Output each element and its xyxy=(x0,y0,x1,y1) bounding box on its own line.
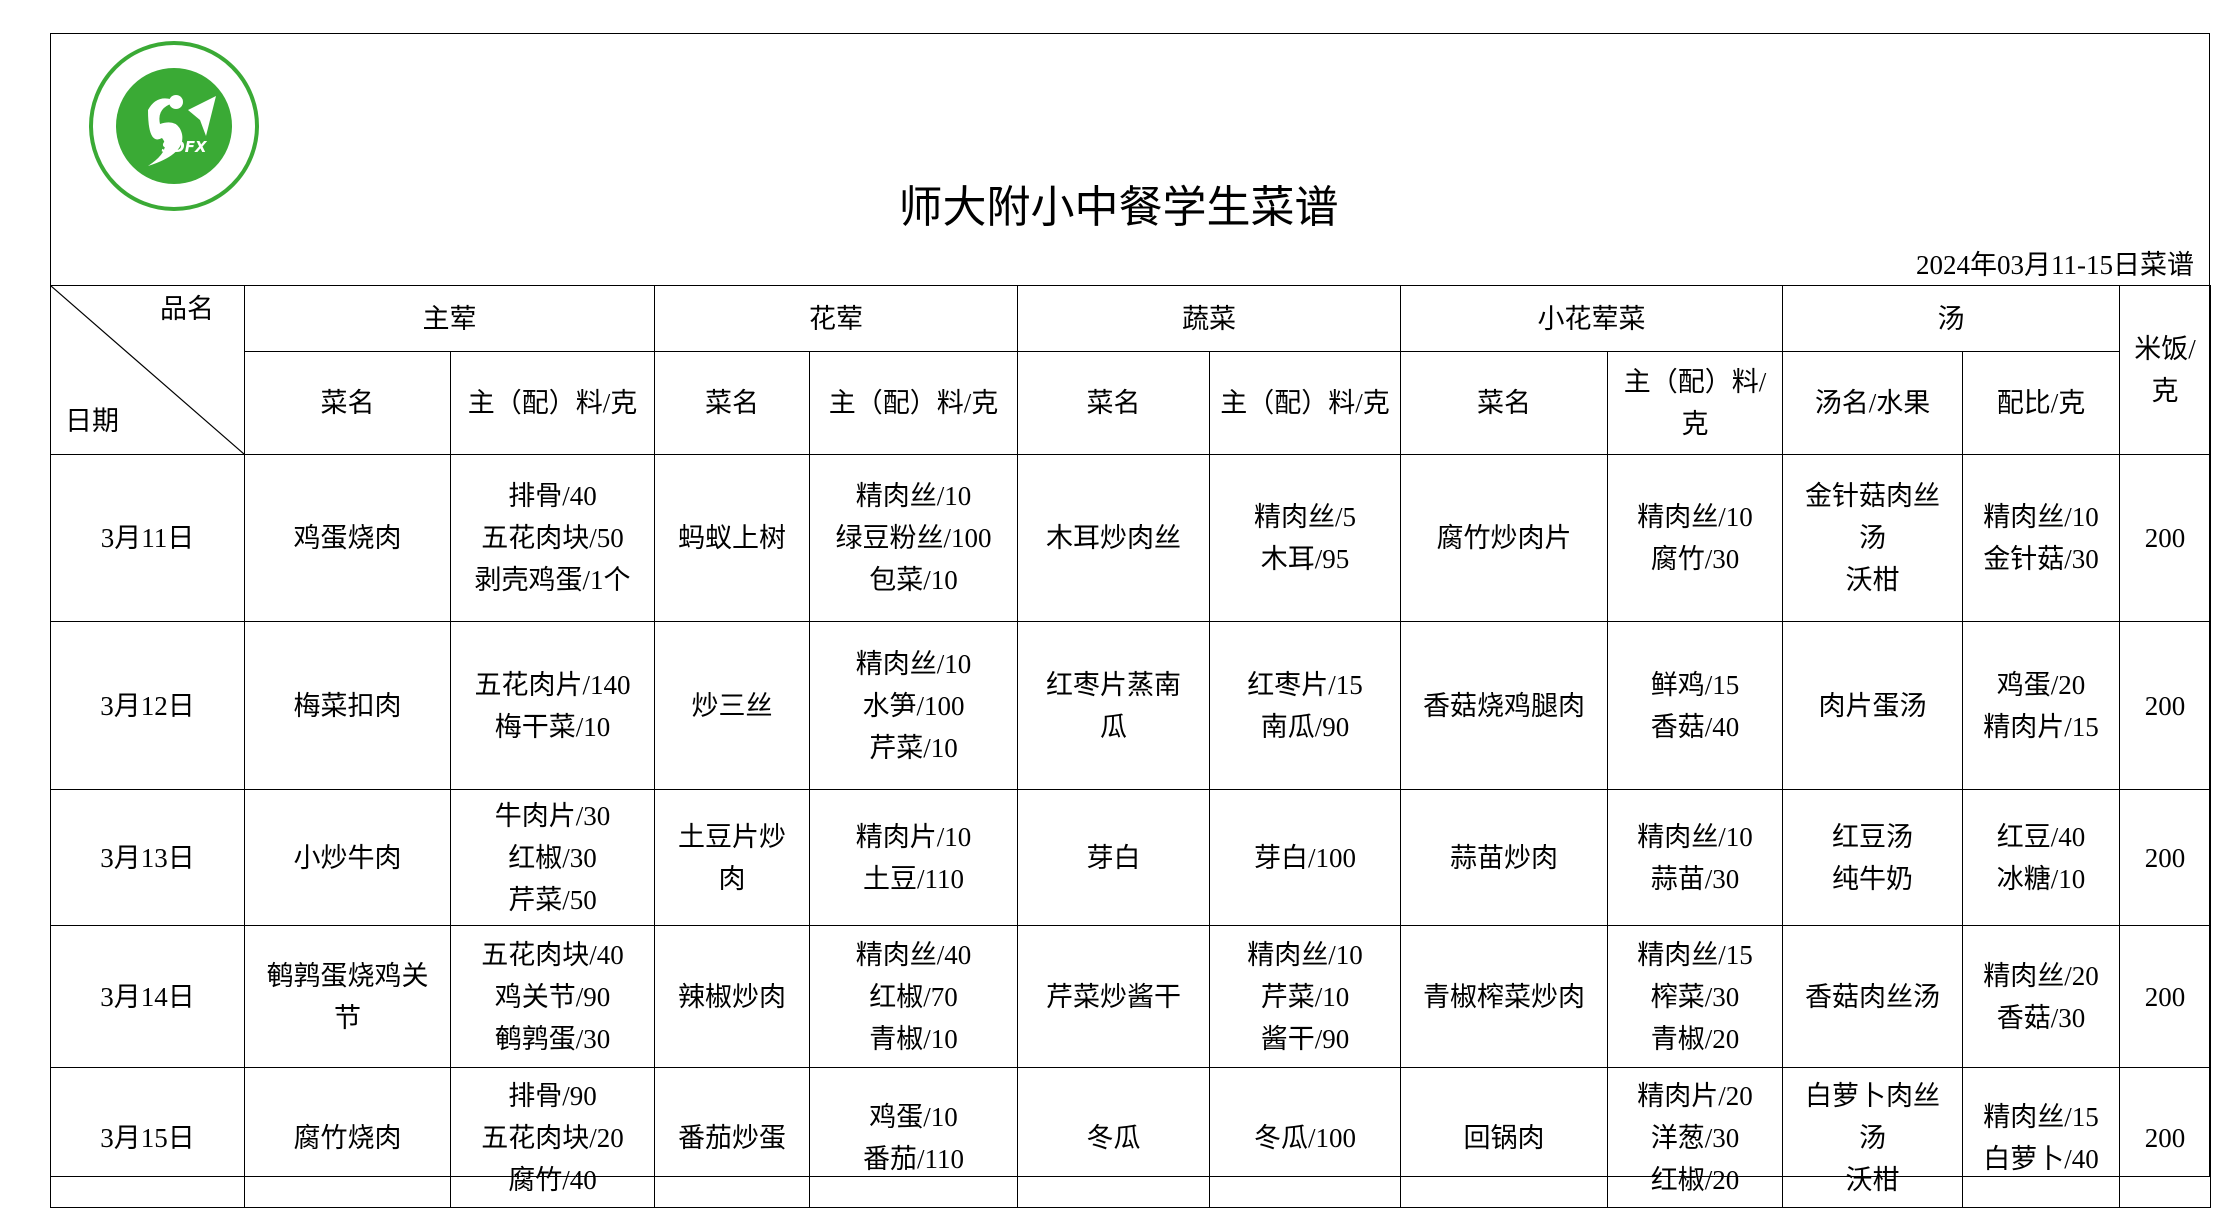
ingredients-cell: 排骨/40 五花肉块/50 剥壳鸡蛋/1个 xyxy=(450,454,655,622)
dish-name-cell: 红豆汤 纯牛奶 xyxy=(1782,789,1963,926)
dish-name-cell: 香菇肉丝汤 xyxy=(1782,925,1963,1068)
dish-name-cell: 鹌鹑蛋烧鸡关 节 xyxy=(244,925,451,1068)
ingredients-cell: 精肉丝/15 白萝卜/40 xyxy=(1962,1067,2120,1208)
rice-cell: 200 xyxy=(2119,454,2211,622)
date-cell: 3月12日 xyxy=(50,621,245,790)
ingredients-cell: 排骨/90 五花肉块/20 腐竹/40 xyxy=(450,1067,655,1208)
dish-name-cell: 腐竹烧肉 xyxy=(244,1067,451,1208)
ingredients-cell: 鲜鸡/15 香菇/40 xyxy=(1607,621,1783,790)
group-header: 小花荤菜 xyxy=(1400,284,1783,353)
table-row: 3月13日 小炒牛肉 牛肉片/30 红椒/30 芹菜/50 土豆片炒 肉精肉片/10 … xyxy=(50,789,2211,926)
dish-name-cell: 回锅肉 xyxy=(1400,1067,1608,1208)
table-row: 3月14日 鹌鹑蛋烧鸡关 节五花肉块/40 鸡关节/90 鹌鹑蛋/30 辣椒炒肉 精肉… xyxy=(50,925,2211,1068)
ingredients-cell: 精肉片/10 土豆/110 xyxy=(809,789,1018,926)
ingredients-cell: 精肉丝/20 香菇/30 xyxy=(1962,925,2120,1068)
corner-bottom-label: 日期 xyxy=(65,406,119,436)
sub-header: 配比/克 xyxy=(1962,351,2120,455)
dish-name-cell: 芽白 xyxy=(1017,789,1210,926)
dish-name-cell: 木耳炒肉丝 xyxy=(1017,454,1210,622)
dish-name-cell: 腐竹炒肉片 xyxy=(1400,454,1608,622)
group-header: 主荤 xyxy=(244,284,655,353)
ingredients-cell: 精肉丝/5 木耳/95 xyxy=(1209,454,1401,622)
ingredients-cell: 冬瓜/100 xyxy=(1209,1067,1401,1208)
svg-text:SDFX: SDFX xyxy=(161,138,208,156)
date-cell: 3月13日 xyxy=(50,789,245,926)
sub-header: 主（配）料/克 xyxy=(1209,351,1401,455)
menu-date-range: 2024年03月11-15日菜谱 xyxy=(1916,250,2194,280)
ingredients-cell: 牛肉片/30 红椒/30 芹菜/50 xyxy=(450,789,655,926)
dish-name-cell: 土豆片炒 肉 xyxy=(654,789,810,926)
table-row: 3月11日 鸡蛋烧肉 排骨/40 五花肉块/50 剥壳鸡蛋/1个 蚂蚁上树 精肉丝/10… xyxy=(50,454,2211,622)
dish-name-cell: 炒三丝 xyxy=(654,621,810,790)
header-row-groups: 品名 日期 主荤 花荤 蔬菜 小花荤菜 汤 米饭/克 xyxy=(50,284,2211,455)
sub-header: 主（配）料/克 xyxy=(809,351,1018,455)
ingredients-cell: 精肉丝/10 金针菇/30 xyxy=(1962,454,2120,622)
ingredients-cell: 精肉片/20 洋葱/30 红椒/20 xyxy=(1607,1067,1783,1208)
ingredients-cell: 精肉丝/40 红椒/70 青椒/10 xyxy=(809,925,1018,1068)
ingredients-cell: 鸡蛋/20 精肉片/15 xyxy=(1962,621,2120,790)
date-cell: 3月14日 xyxy=(50,925,245,1068)
dish-name-cell: 香菇烧鸡腿肉 xyxy=(1400,621,1608,790)
group-header: 汤 xyxy=(1782,284,2120,353)
group-header: 蔬菜 xyxy=(1017,284,1401,353)
sub-header: 汤名/水果 xyxy=(1782,351,1963,455)
rice-header: 米饭/克 xyxy=(2119,285,2211,455)
ingredients-cell: 精肉丝/10 芹菜/10 酱干/90 xyxy=(1209,925,1401,1068)
dish-name-cell: 红枣片蒸南 瓜 xyxy=(1017,621,1210,790)
dish-name-cell: 蒜苗炒肉 xyxy=(1400,789,1608,926)
ingredients-cell: 精肉丝/10 腐竹/30 xyxy=(1607,454,1783,622)
group-header: 花荤 xyxy=(654,284,1018,353)
ingredients-cell: 红枣片/15 南瓜/90 xyxy=(1209,621,1401,790)
dish-name-cell: 鸡蛋烧肉 xyxy=(244,454,451,622)
ingredients-cell: 精肉丝/10 蒜苗/30 xyxy=(1607,789,1783,926)
sub-header: 菜名 xyxy=(1400,351,1608,455)
rice-cell: 200 xyxy=(2119,925,2211,1068)
rice-cell: 200 xyxy=(2119,1067,2211,1208)
rice-cell: 200 xyxy=(2119,789,2211,926)
dish-name-cell: 辣椒炒肉 xyxy=(654,925,810,1068)
ingredients-cell: 精肉丝/10 绿豆粉丝/100 包菜/10 xyxy=(809,454,1018,622)
page-title: 师大附小中餐学生菜谱 xyxy=(898,183,1339,232)
dish-name-cell: 梅菜扣肉 xyxy=(244,621,451,790)
date-cell: 3月15日 xyxy=(50,1067,245,1208)
dish-name-cell: 蚂蚁上树 xyxy=(654,454,810,622)
ingredients-cell: 精肉丝/15 榨菜/30 青椒/20 xyxy=(1607,925,1783,1068)
dish-name-cell: 青椒榨菜炒肉 xyxy=(1400,925,1608,1068)
table-row: 3月12日 梅菜扣肉 五花肉片/140 梅干菜/10 炒三丝 精肉丝/10 水笋/100… xyxy=(50,621,2211,790)
sub-header: 菜名 xyxy=(244,351,451,455)
ingredients-cell: 五花肉块/40 鸡关节/90 鹌鹑蛋/30 xyxy=(450,925,655,1068)
rice-cell: 200 xyxy=(2119,621,2211,790)
table-row: 3月15日 腐竹烧肉 排骨/90 五花肉块/20 腐竹/40 番茄炒蛋 鸡蛋/10 番茄… xyxy=(50,1067,2211,1208)
sub-header: 菜名 xyxy=(1017,351,1210,455)
ingredients-cell: 五花肉片/140 梅干菜/10 xyxy=(450,621,655,790)
sub-header: 主（配）料/克 xyxy=(450,351,655,455)
header-row-sub: 菜名 主（配）料/克 菜名 主（配）料/克 菜名 主（配）料/克 菜名 主（配）… xyxy=(51,351,2211,455)
corner-header: 品名 日期 xyxy=(50,285,245,455)
dish-name-cell: 番茄炒蛋 xyxy=(654,1067,810,1208)
ingredients-cell: 精肉丝/10 水笋/100 芹菜/10 xyxy=(809,621,1018,790)
ingredients-cell: 芽白/100 xyxy=(1209,789,1401,926)
menu-table: 品名 日期 主荤 花荤 蔬菜 小花荤菜 汤 米饭/克 菜名 主（配）料/克 菜名… xyxy=(50,284,2211,1208)
date-cell: 3月11日 xyxy=(50,454,245,622)
school-logo: SDFX xyxy=(89,41,259,211)
dish-name-cell: 小炒牛肉 xyxy=(244,789,451,926)
ingredients-cell: 鸡蛋/10 番茄/110 xyxy=(809,1067,1018,1208)
sub-header: 主（配）料/克 xyxy=(1607,351,1783,455)
sub-header: 菜名 xyxy=(654,351,810,455)
ingredients-cell: 红豆/40 冰糖/10 xyxy=(1962,789,2120,926)
dish-name-cell: 冬瓜 xyxy=(1017,1067,1210,1208)
corner-top-label: 品名 xyxy=(160,294,214,324)
dish-name-cell: 肉片蛋汤 xyxy=(1782,621,1963,790)
dish-name-cell: 芹菜炒酱干 xyxy=(1017,925,1210,1068)
dish-name-cell: 金针菇肉丝 汤 沃柑 xyxy=(1782,454,1963,622)
dish-name-cell: 白萝卜肉丝 汤 沃柑 xyxy=(1782,1067,1963,1208)
